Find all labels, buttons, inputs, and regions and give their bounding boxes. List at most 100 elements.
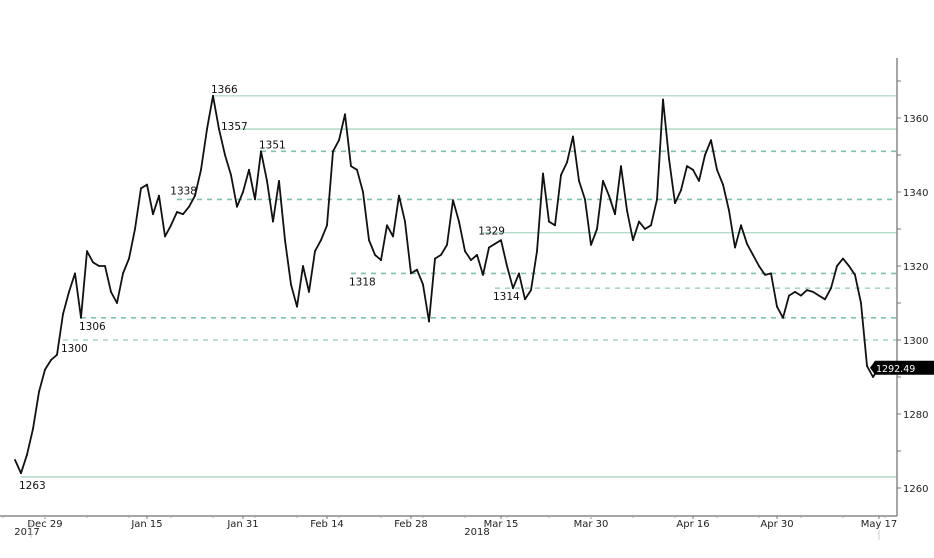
data-point [512,287,514,290]
data-point [524,298,526,301]
data-point [434,257,436,260]
data-point [704,154,706,156]
data-point [404,220,406,223]
data-point [350,165,352,168]
data-point [428,320,430,323]
data-point [380,259,382,261]
data-point [44,368,46,371]
last-value-tag [870,360,934,375]
level-label-1263: 1263 [19,480,46,492]
data-point [746,242,748,245]
data-point [656,198,658,201]
x-tick-label: Mar 15 [484,519,519,530]
x-tick-label: Apr 16 [676,519,709,530]
data-point [650,224,652,227]
x-tick-label: May 17 [861,519,898,530]
year-label: 2017 [14,527,39,538]
data-point [110,291,112,293]
data-point [224,154,226,156]
data-point [134,228,136,230]
data-point [584,198,586,201]
level-label-1306: 1306 [79,321,106,333]
data-point [698,180,700,182]
data-point [218,128,220,131]
data-point [812,291,814,293]
level-label-1314: 1314 [493,291,520,303]
data-point [86,250,88,253]
data-point [182,213,184,216]
data-point [854,273,856,276]
data-point [740,224,742,227]
data-point [470,259,472,261]
data-point [794,291,796,293]
data-point [104,265,106,267]
data-point [644,228,646,230]
data-point [152,213,154,216]
data-point [236,205,238,208]
data-point [734,246,736,249]
data-point [356,168,358,171]
data-point [464,250,466,253]
level-label-1300: 1300 [61,343,88,355]
data-point [410,272,412,275]
data-point [158,194,160,197]
data-point [116,302,118,304]
data-point [392,235,394,238]
data-point [56,353,58,356]
data-point [200,168,202,171]
data-point [818,294,820,297]
data-point [446,244,448,246]
data-point [866,365,868,367]
level-annotations: 1366 1357 1351 1338 1329 1318 1314 1306 1300 1263 [19,84,520,492]
x-tick-label: Mar 30 [574,519,609,530]
data-point [680,189,682,192]
data-point [206,128,208,131]
data-point [530,289,532,291]
data-point [668,157,670,160]
data-point [272,220,274,223]
level-label-1351: 1351 [259,139,286,151]
data-point [146,183,148,186]
data-point [338,139,340,142]
data-point [482,273,484,276]
data-point [14,458,16,461]
data-point [602,180,604,182]
data-point [830,287,832,290]
data-point [416,268,418,271]
data-point [458,220,460,223]
data-point [728,209,730,212]
data-point [50,359,52,361]
data-point [332,150,334,153]
data-point [230,174,232,176]
data-point [398,194,400,197]
data-point [614,213,616,216]
data-point [320,239,322,242]
data-point [296,305,298,308]
data-point [32,427,34,430]
data-point [176,211,178,213]
data-point [314,250,316,253]
data-point [500,239,502,242]
data-point [536,250,538,253]
data-point [572,135,574,138]
data-point [344,113,346,116]
data-point [452,199,454,202]
x-tick-label: Dec 29 [27,519,62,530]
y-tick-label: 1280 [903,410,928,421]
data-point [716,168,718,171]
data-point [518,272,520,275]
data-point [242,191,244,193]
data-point [632,239,634,242]
data-point [374,254,376,256]
price-series [14,94,880,475]
data-point [80,316,82,319]
data-point [266,180,268,182]
y-tick-label: 1320 [903,262,928,273]
data-point [194,194,196,197]
data-point [848,265,850,267]
data-point [302,265,304,267]
level-label-1366: 1366 [211,84,238,96]
data-point [68,291,70,293]
data-point [440,254,442,256]
data-point [752,254,754,256]
